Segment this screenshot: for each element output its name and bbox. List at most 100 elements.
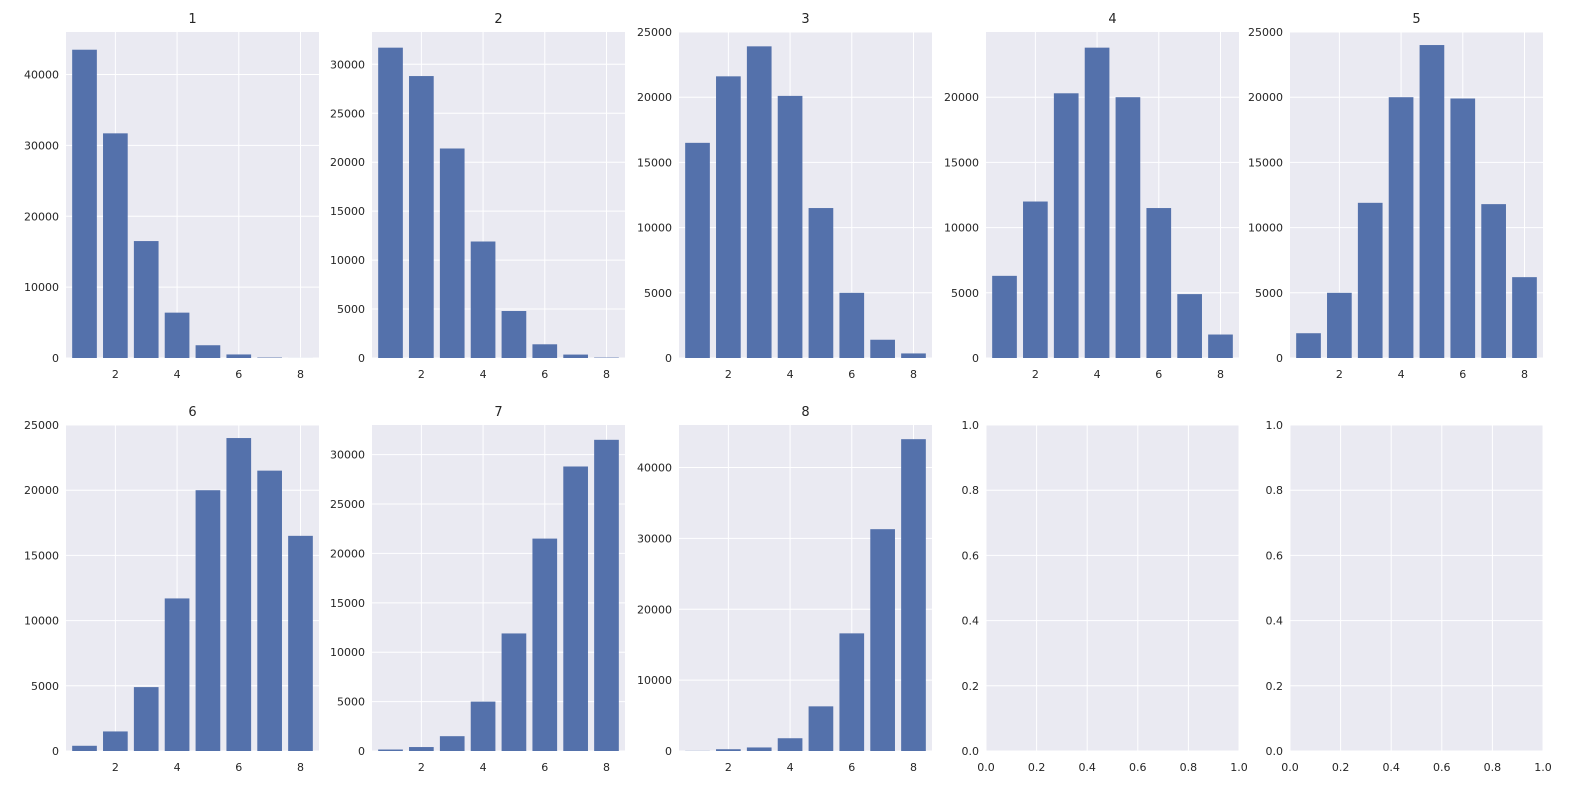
y-tick-label: 40000 [637, 462, 672, 475]
y-tick-label: 20000 [637, 603, 672, 616]
x-tick-label: 4 [174, 761, 181, 774]
bar [378, 47, 403, 358]
subplot-title: 4 [1108, 12, 1116, 27]
subplot-4: 4 2 4 6 8 0 5000 10000 15000 20000 [944, 12, 1239, 381]
x-tick-label: 2 [725, 761, 732, 774]
y-tick-label: 5000 [644, 287, 672, 300]
bar [532, 538, 558, 751]
y-tick-label: 10000 [24, 615, 59, 628]
bar [133, 687, 159, 751]
y-tick-label: 30000 [637, 532, 672, 545]
y-tick-label: 0.6 [962, 549, 980, 562]
x-tick-label: 2 [418, 368, 425, 381]
y-tick-label: 0.0 [962, 745, 980, 758]
bar [563, 354, 588, 358]
bar [501, 311, 527, 358]
y-tick-label: 0 [665, 352, 672, 365]
bar [1208, 334, 1233, 358]
bar [746, 747, 772, 751]
x-tick-label: 0.6 [1129, 761, 1147, 774]
bar [409, 76, 434, 359]
bar [257, 470, 282, 751]
x-tick-label: 6 [235, 368, 242, 381]
y-tick-label: 0.4 [1266, 615, 1284, 628]
x-tick-label: 0.4 [1382, 761, 1400, 774]
bar [716, 749, 741, 751]
bar [1146, 208, 1172, 358]
x-tick-label: 8 [603, 368, 610, 381]
subplot-10: 0.0 0.2 0.4 0.6 0.8 1.0 0.0 0.2 0.4 0.6 0.8 1.0 [1266, 419, 1552, 774]
y-tick-label: 20000 [944, 91, 979, 104]
bar [685, 142, 710, 358]
subplot-1: 1 2 4 6 8 0 10000 20000 30000 40000 [24, 12, 319, 381]
bar [439, 148, 465, 358]
subplot-6: 6 2 4 6 8 0 5000 10000 15000 20000 25000 [24, 405, 319, 774]
y-tick-label: 0.4 [962, 615, 980, 628]
y-tick-label: 25000 [1248, 26, 1283, 39]
bar [1357, 202, 1383, 358]
y-tick-label: 15000 [24, 549, 59, 562]
x-tick-label: 8 [603, 761, 610, 774]
subplot-3: 3 2 4 6 8 0 5000 10000 15000 20000 25000 [637, 12, 932, 381]
bar [716, 76, 741, 358]
subplot-5: 5 2 4 6 8 0 5000 10000 15000 20000 25000 [1248, 12, 1543, 381]
y-tick-label: 15000 [944, 156, 979, 169]
y-tick-label: 0.6 [1266, 549, 1284, 562]
bar [470, 701, 496, 751]
bar [164, 312, 190, 358]
x-tick-label: 2 [725, 368, 732, 381]
bar [226, 354, 252, 358]
y-tick-label: 25000 [24, 419, 59, 432]
subplot-title: 1 [188, 12, 196, 27]
bar [992, 275, 1017, 358]
y-tick-label: 25000 [637, 26, 672, 39]
bar [501, 633, 527, 751]
x-tick-label: 4 [787, 368, 794, 381]
y-tick-label: 30000 [24, 139, 59, 152]
bar [563, 466, 588, 751]
x-tick-label: 2 [1032, 368, 1039, 381]
bar [103, 133, 128, 358]
bar [594, 439, 619, 751]
y-tick-label: 10000 [637, 674, 672, 687]
x-tick-label: 2 [418, 761, 425, 774]
bar [870, 529, 895, 751]
y-tick-label: 10000 [330, 254, 365, 267]
y-tick-label: 40000 [24, 69, 59, 82]
x-tick-label: 6 [848, 368, 855, 381]
y-tick-label: 5000 [31, 680, 59, 693]
y-tick-label: 10000 [1248, 222, 1283, 235]
y-tick-label: 10000 [944, 222, 979, 235]
x-tick-label: 4 [480, 368, 487, 381]
y-tick-label: 20000 [24, 210, 59, 223]
y-tick-label: 20000 [637, 91, 672, 104]
y-tick-label: 1.0 [1266, 419, 1284, 432]
y-tick-label: 1.0 [962, 419, 980, 432]
subplot-2: 2 2 4 6 8 0 5000 10000 15000 20000 25000 30000 [330, 12, 625, 381]
bar [72, 49, 97, 358]
bar [839, 292, 865, 358]
x-tick-label: 6 [848, 761, 855, 774]
bar [1023, 201, 1048, 358]
x-tick-label: 2 [112, 368, 119, 381]
subplot-title: 2 [494, 12, 502, 27]
x-tick-label: 0.2 [1332, 761, 1350, 774]
bar [870, 339, 895, 358]
x-tick-label: 8 [1521, 368, 1528, 381]
subplot-title: 8 [801, 405, 809, 420]
subplot-7: 7 2 4 6 8 0 5000 10000 15000 20000 25000 30000 [330, 405, 625, 774]
bar [288, 535, 313, 751]
x-tick-label: 2 [112, 761, 119, 774]
bar [1388, 97, 1414, 358]
bar [103, 731, 128, 751]
y-tick-label: 0 [358, 745, 365, 758]
subplot-title: 5 [1412, 12, 1420, 27]
bar [1481, 204, 1506, 358]
subplot-title: 7 [494, 405, 502, 420]
x-tick-label: 8 [1217, 368, 1224, 381]
y-tick-label: 5000 [951, 287, 979, 300]
x-tick-label: 4 [174, 368, 181, 381]
x-tick-label: 4 [1398, 368, 1405, 381]
x-tick-label: 8 [297, 761, 304, 774]
